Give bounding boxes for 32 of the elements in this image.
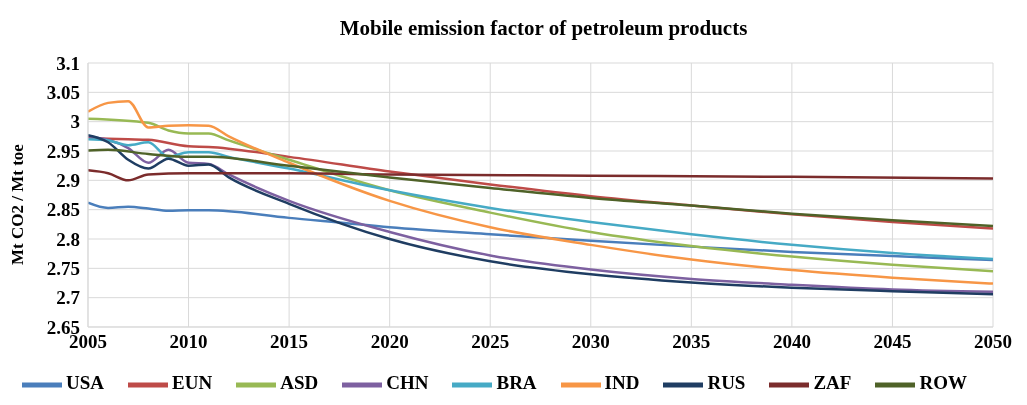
- x-tick-label: 2035: [672, 331, 711, 353]
- y-tick-label: 3.05: [46, 82, 80, 104]
- x-tick-label: 2020: [370, 331, 409, 353]
- legend-label: ROW: [919, 372, 967, 394]
- legend-label: BRA: [496, 372, 537, 394]
- x-tick-label: 2040: [772, 331, 811, 353]
- legend-label: ZAF: [813, 372, 852, 394]
- legend-label: CHN: [386, 372, 429, 394]
- line-series: [88, 99, 993, 285]
- y-tick-label: 2.7: [56, 287, 81, 309]
- y-tick-label: 2.95: [46, 140, 80, 162]
- legend-label: ASD: [280, 372, 319, 394]
- x-tick-label: 2045: [873, 331, 912, 353]
- y-axis-title: Mt CO2 / Mt toe: [8, 143, 28, 265]
- x-tick-label: 2015: [270, 331, 309, 353]
- line-series: [88, 169, 993, 182]
- legend-label: USA: [66, 372, 105, 394]
- x-tick-label: 2050: [974, 331, 1012, 353]
- x-tick-label: 2030: [571, 331, 610, 353]
- y-tick-label: 2.8: [56, 228, 80, 250]
- legend-label: EUN: [172, 372, 213, 394]
- x-tick-label: 2025: [471, 331, 510, 353]
- y-tick-label: 2.85: [46, 199, 80, 221]
- legend-label: IND: [604, 372, 640, 394]
- y-tick-label: 3: [70, 111, 80, 133]
- legend-label: RUS: [707, 372, 746, 394]
- y-tick-label: 2.75: [46, 258, 80, 280]
- y-tick-label: 3.1: [56, 52, 80, 74]
- line-series: [88, 138, 993, 261]
- chart-title: Mobile emission factor of petroleum products: [338, 15, 749, 42]
- y-tick-label: 2.9: [56, 170, 80, 192]
- x-tick-label: 2010: [169, 331, 208, 353]
